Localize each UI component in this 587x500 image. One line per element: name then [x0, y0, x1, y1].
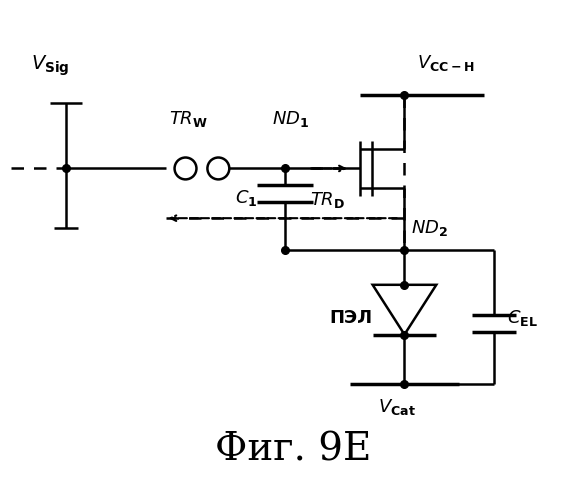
Text: $C_{\mathregular{EL}}$: $C_{\mathregular{EL}}$: [507, 308, 538, 328]
Text: $ND_{\mathregular{1}}$: $ND_{\mathregular{1}}$: [272, 108, 309, 128]
Text: $TR_{\mathregular{W}}$: $TR_{\mathregular{W}}$: [168, 108, 208, 128]
Text: $TR_{\mathregular{D}}$: $TR_{\mathregular{D}}$: [310, 190, 345, 210]
Text: $V_{\mathregular{CC-H}}$: $V_{\mathregular{CC-H}}$: [417, 53, 475, 73]
Text: $C_{\mathregular{1}}$: $C_{\mathregular{1}}$: [235, 188, 258, 208]
Text: ПЭЛ: ПЭЛ: [330, 308, 373, 326]
Text: $V_{\mathregular{Sig}}$: $V_{\mathregular{Sig}}$: [31, 53, 70, 78]
Text: $ND_{\mathregular{2}}$: $ND_{\mathregular{2}}$: [411, 218, 448, 238]
Text: Фиг. 9Е: Фиг. 9Е: [215, 432, 371, 469]
Text: $V_{\mathregular{Cat}}$: $V_{\mathregular{Cat}}$: [377, 397, 416, 417]
